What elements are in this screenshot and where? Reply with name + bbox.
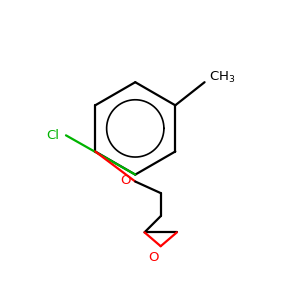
Text: O: O bbox=[148, 251, 159, 264]
Text: O: O bbox=[120, 174, 131, 187]
Text: Cl: Cl bbox=[46, 129, 59, 142]
Text: CH$_3$: CH$_3$ bbox=[209, 70, 236, 85]
